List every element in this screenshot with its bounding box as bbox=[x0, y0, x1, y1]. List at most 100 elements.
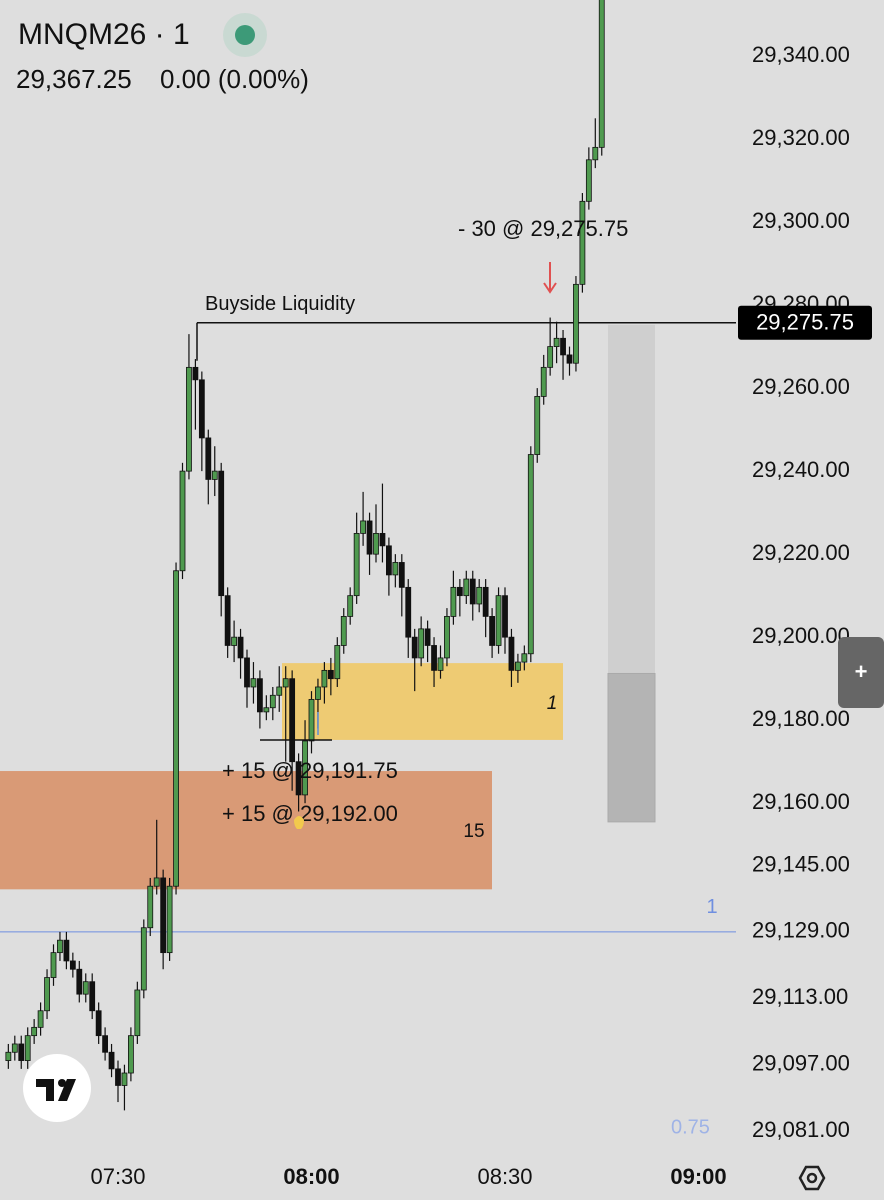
candle-body bbox=[469, 578, 476, 605]
candle-body bbox=[205, 437, 212, 480]
candle-body bbox=[224, 595, 231, 646]
candle-body bbox=[489, 616, 496, 646]
candle-body bbox=[218, 470, 225, 597]
status-dot bbox=[235, 25, 255, 45]
candle-body bbox=[463, 578, 470, 597]
add-button[interactable] bbox=[838, 637, 884, 708]
settings-icon[interactable] bbox=[798, 1165, 826, 1191]
level-label: 1 bbox=[706, 896, 717, 918]
candle-body bbox=[134, 989, 141, 1037]
candle-body bbox=[385, 545, 392, 576]
candle-body bbox=[24, 1035, 31, 1061]
candle-body bbox=[515, 661, 521, 671]
candle-body bbox=[398, 562, 405, 588]
candle-body bbox=[102, 1035, 108, 1053]
annotation: - 30 @ 29,275.75 bbox=[458, 216, 628, 241]
overlay: MNQM26 · 1 29,367.25 0.00 (0.00%) + bbox=[16, 13, 884, 1191]
candle-body bbox=[153, 877, 160, 887]
candle-body bbox=[424, 628, 431, 646]
candle-body bbox=[31, 1026, 38, 1037]
candle-body bbox=[211, 470, 218, 480]
candle-body bbox=[166, 885, 173, 954]
candle-body bbox=[76, 968, 83, 995]
candle-body bbox=[405, 586, 412, 638]
add-button-icon[interactable]: + bbox=[855, 659, 868, 684]
candle-body bbox=[276, 686, 283, 696]
candle-body bbox=[186, 366, 192, 472]
candle-body bbox=[476, 586, 483, 605]
candle-body bbox=[95, 1010, 102, 1037]
y-tick-label: 29,220.00 bbox=[752, 540, 850, 565]
y-tick-label: 29,320.00 bbox=[752, 125, 850, 150]
candle-body bbox=[482, 586, 489, 617]
candle-body bbox=[63, 939, 70, 962]
candle-body bbox=[327, 669, 334, 680]
candle-body bbox=[547, 346, 554, 368]
candle-body bbox=[534, 396, 541, 455]
candle-body bbox=[231, 636, 238, 646]
candle-body bbox=[140, 927, 147, 991]
candle-body bbox=[179, 470, 186, 572]
candle-body bbox=[108, 1051, 115, 1070]
candle-body bbox=[302, 740, 308, 796]
candle-body bbox=[560, 337, 566, 356]
candle-body bbox=[456, 586, 463, 597]
candle-body bbox=[18, 1043, 25, 1061]
symbol: MNQM26 · 1 bbox=[18, 18, 190, 51]
y-tick-label: 29,145.00 bbox=[752, 851, 850, 876]
candle-body bbox=[192, 366, 199, 381]
candle-body bbox=[173, 570, 179, 887]
candle-body bbox=[392, 562, 399, 576]
candle-body bbox=[431, 645, 437, 671]
candle-body bbox=[244, 657, 250, 688]
candle-body bbox=[89, 981, 96, 1012]
candle-body bbox=[282, 678, 289, 688]
annotation: 0.75 bbox=[671, 1116, 710, 1138]
candle-body bbox=[127, 1035, 134, 1074]
y-tick-label: 29,113.00 bbox=[752, 984, 848, 1009]
candle-body bbox=[521, 653, 528, 663]
candle-body bbox=[444, 616, 450, 659]
y-tick-label: 29,097.00 bbox=[752, 1051, 850, 1076]
y-tick-label: 29,300.00 bbox=[752, 208, 850, 233]
logo-dot bbox=[58, 1079, 66, 1087]
y-tick-label: 29,129.00 bbox=[752, 918, 850, 943]
idea-icon bbox=[294, 816, 304, 829]
zone-label: 15 bbox=[463, 821, 484, 842]
candle-body bbox=[198, 379, 205, 439]
candle-body bbox=[418, 628, 425, 659]
candle-body bbox=[495, 595, 502, 646]
candle-body bbox=[366, 520, 373, 555]
logo-mark bbox=[36, 1079, 76, 1101]
candle-body bbox=[263, 707, 270, 713]
candle-body bbox=[553, 337, 560, 348]
candle-body bbox=[437, 657, 444, 671]
plot: 15129,340.0029,320.0029,300.0029,280.002… bbox=[0, 0, 872, 1189]
candle-body bbox=[69, 960, 76, 970]
candle-body bbox=[579, 200, 586, 285]
candle-body bbox=[250, 678, 257, 688]
candle-body bbox=[540, 366, 547, 397]
y-tick-label: 29,180.00 bbox=[752, 706, 850, 731]
sell-arrow-head bbox=[543, 282, 557, 294]
candle-body bbox=[573, 283, 579, 364]
annotation: + 15 @ 29,192.00 bbox=[222, 801, 398, 826]
x-tick-label: 07:30 bbox=[90, 1164, 145, 1189]
candle-body bbox=[308, 699, 315, 742]
candle-body bbox=[121, 1072, 128, 1086]
candle-body bbox=[340, 616, 347, 646]
candle-body bbox=[321, 669, 328, 688]
x-tick-label: 08:00 bbox=[283, 1164, 339, 1189]
trade-box-lower bbox=[607, 672, 656, 823]
price-label-box bbox=[738, 305, 872, 340]
y-tick-label: 29,081.00 bbox=[752, 1117, 850, 1142]
candle-body bbox=[334, 645, 341, 680]
candle-body bbox=[450, 586, 457, 617]
candle-body bbox=[585, 159, 592, 202]
x-tick-label: 08:30 bbox=[477, 1164, 532, 1189]
settings-icon-center bbox=[806, 1172, 818, 1184]
candle-body bbox=[44, 977, 50, 1012]
candle-body bbox=[598, 0, 605, 148]
logo[interactable] bbox=[23, 1054, 91, 1122]
